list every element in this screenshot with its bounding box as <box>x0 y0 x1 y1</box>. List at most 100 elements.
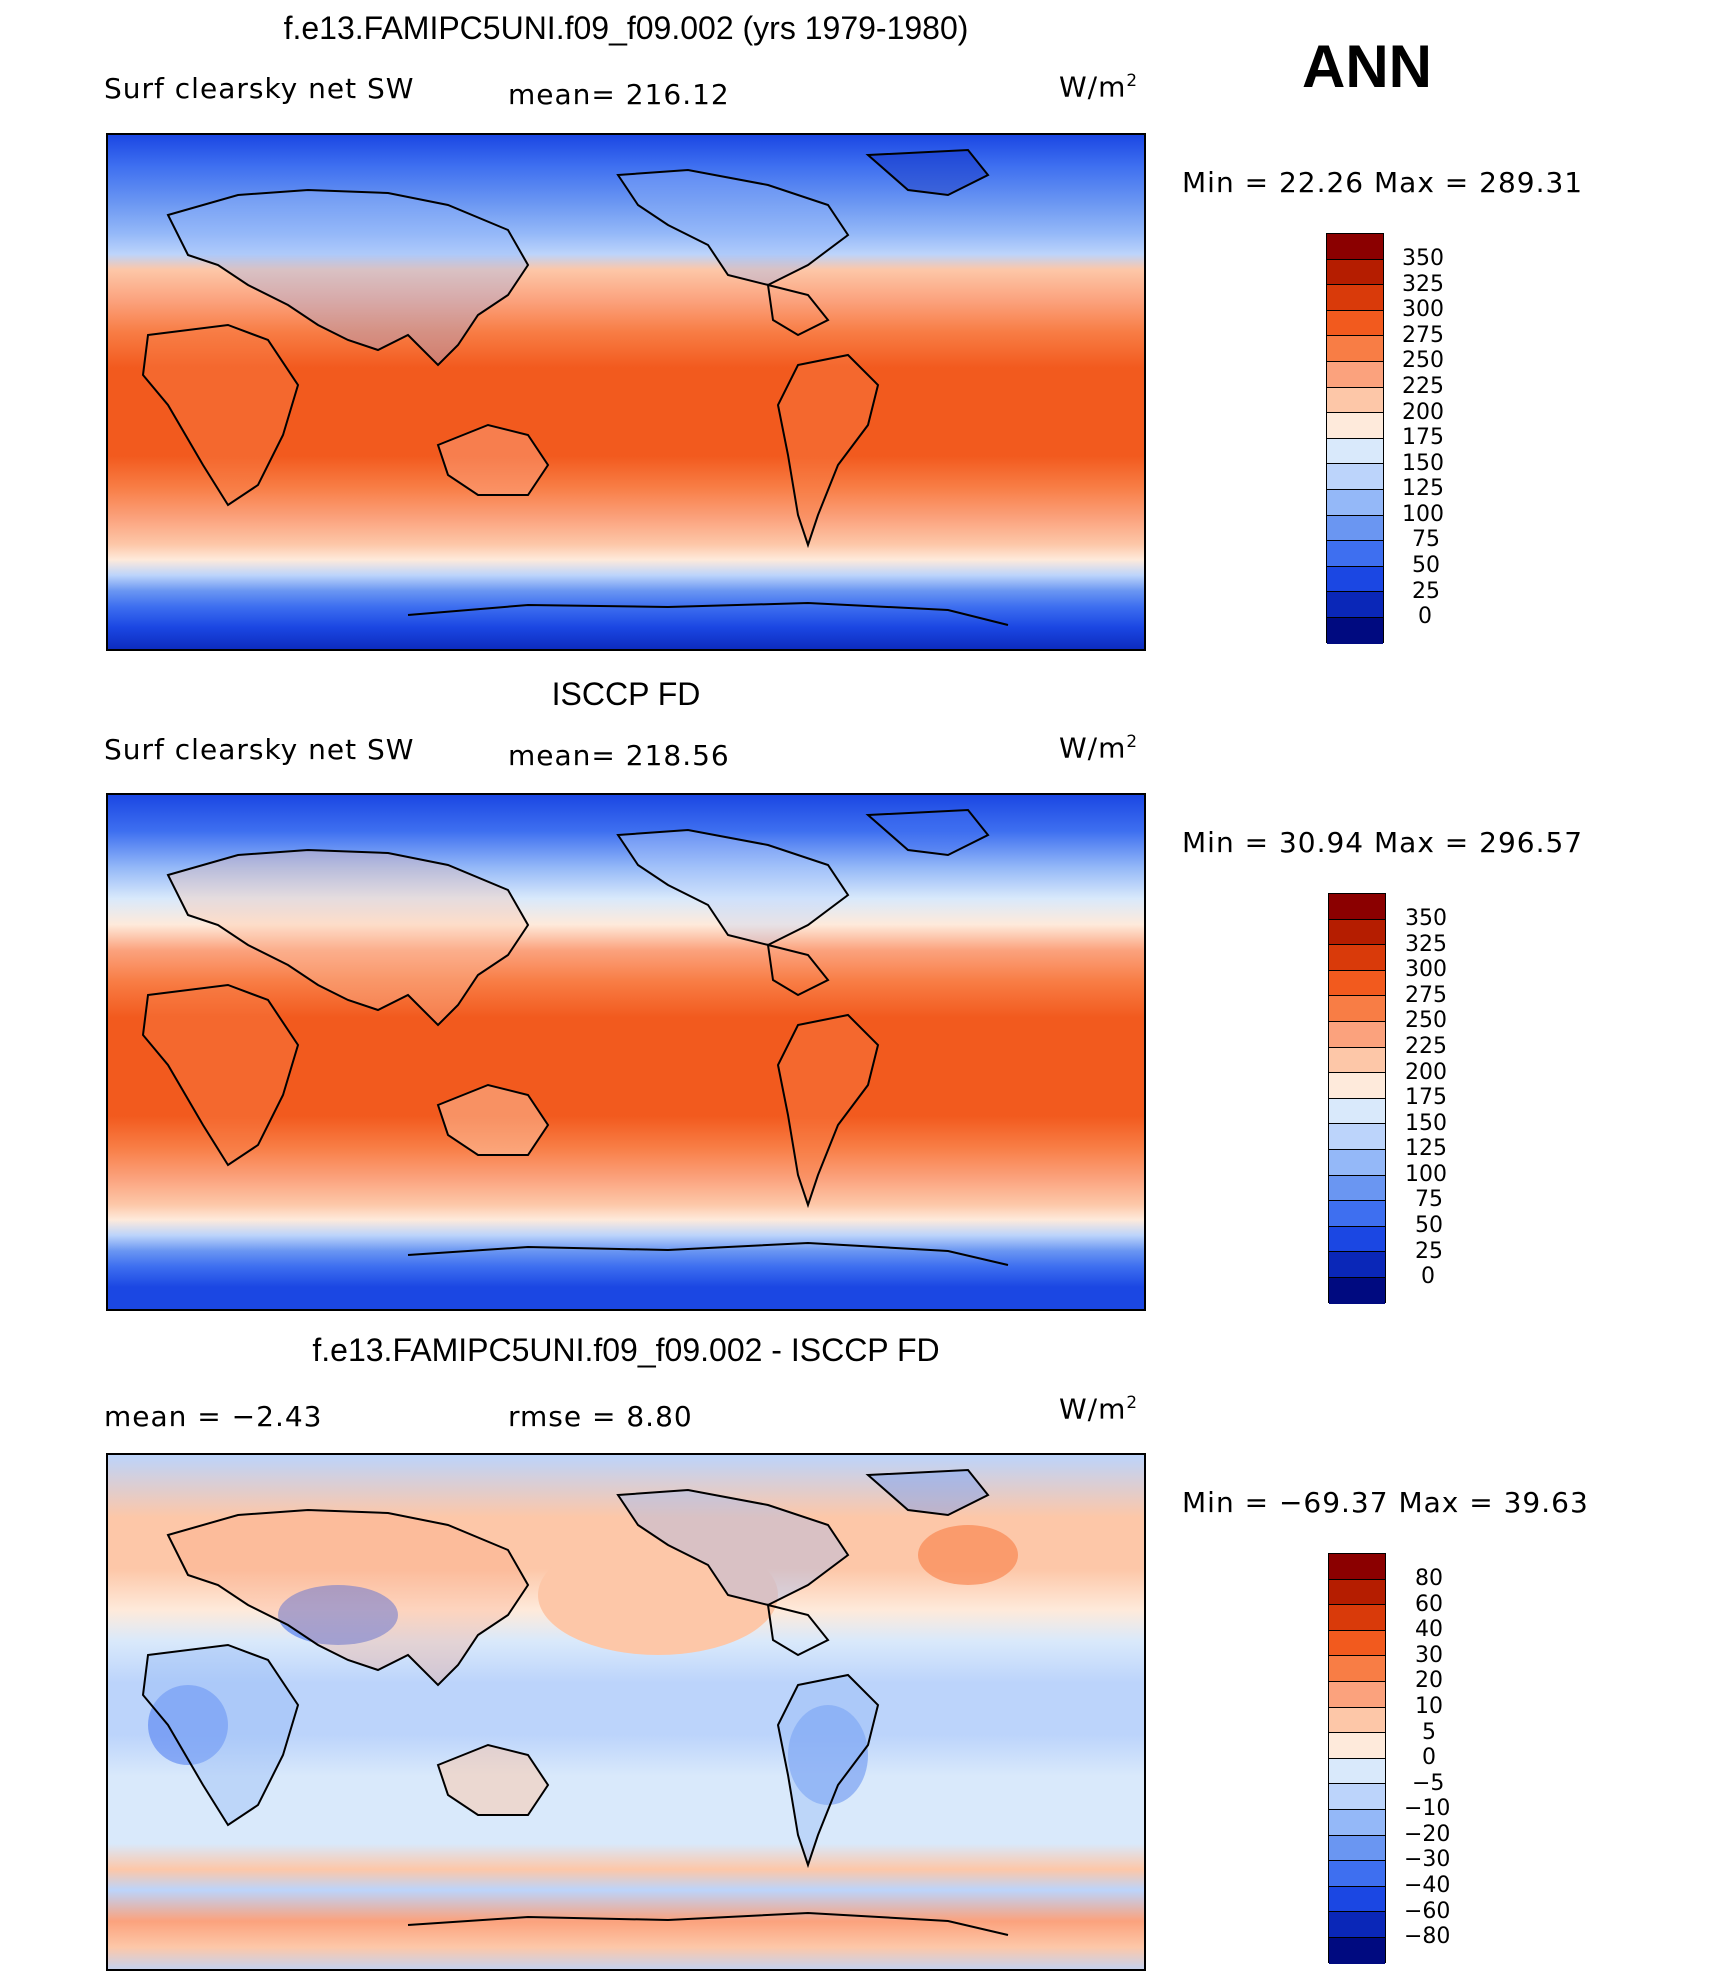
panel1-colorbar-swatch <box>1327 566 1383 593</box>
panel3-colorbar-swatch <box>1329 1630 1385 1657</box>
panel1-colorbar-swatch <box>1327 464 1383 490</box>
panel1-colorbar-swatch <box>1327 259 1383 286</box>
panel1-colorbar <box>1326 233 1384 644</box>
panel3-colorbar-swatch <box>1329 1605 1385 1631</box>
colorbar-tick-label: 25 <box>1412 579 1440 604</box>
panel1-colorbar-swatch <box>1327 361 1383 388</box>
colorbar-tick-label: 10 <box>1415 1694 1443 1719</box>
colorbar-tick-label: 325 <box>1402 272 1444 297</box>
colorbar-tick-label: 40 <box>1415 1617 1443 1642</box>
colorbar-tick-label: 125 <box>1402 476 1444 501</box>
panel3-units: W/m2 <box>1059 1392 1139 1426</box>
panel3-colorbar-swatch <box>1329 1579 1385 1606</box>
colorbar-tick-label: −80 <box>1404 1924 1451 1949</box>
panel3-colorbar-swatch <box>1329 1784 1385 1810</box>
colorbar-tick-label: 100 <box>1402 502 1444 527</box>
panel2-colorbar-swatch <box>1329 1277 1385 1304</box>
colorbar-tick-label: 80 <box>1415 1566 1443 1591</box>
panel3-anomaly-patches <box>148 1525 1018 1805</box>
panel3-mean-label: mean = −2.43 <box>104 1400 323 1433</box>
panel2-map-svg <box>108 795 1144 1309</box>
panel1-colorbar-swatch <box>1327 489 1383 516</box>
panel3-rmse-label: rmse = 8.80 <box>508 1400 693 1433</box>
colorbar-tick-label: 225 <box>1405 1034 1447 1059</box>
panel1-colorbar-swatch <box>1327 592 1383 618</box>
panel1-colorbar-swatch <box>1327 336 1383 362</box>
panel3-colorbar-swatch <box>1329 1758 1385 1785</box>
panel2-colorbar-swatch <box>1329 1124 1385 1150</box>
panel3-colorbar-swatch <box>1329 1835 1385 1862</box>
panel3-map-svg <box>108 1455 1144 1969</box>
panel2-map <box>106 793 1146 1311</box>
panel1-continents <box>141 148 1009 626</box>
panel1-colorbar-swatch <box>1327 541 1383 567</box>
colorbar-tick-label: 30 <box>1415 1643 1443 1668</box>
panel3-colorbar-swatch <box>1329 1861 1385 1887</box>
colorbar-tick-label: −10 <box>1404 1796 1451 1821</box>
colorbar-tick-label: 325 <box>1405 932 1447 957</box>
panel2-colorbar-swatch <box>1329 1098 1385 1125</box>
panel1-map <box>106 133 1146 651</box>
colorbar-tick-label: 0 <box>1421 1264 1435 1289</box>
panel1-title: f.e13.FAMIPC5UNI.f09_f09.002 (yrs 1979-1… <box>283 10 969 46</box>
panel2-colorbar-swatch <box>1329 919 1385 946</box>
panel3-colorbar-swatch <box>1329 1656 1385 1682</box>
panel2-continents <box>141 808 1009 1266</box>
colorbar-tick-label: 0 <box>1422 1745 1436 1770</box>
panel2-colorbar-swatch <box>1329 1149 1385 1176</box>
colorbar-tick-label: 175 <box>1402 425 1444 450</box>
colorbar-tick-label: 300 <box>1402 297 1444 322</box>
panel2-minmax: Min = 30.94 Max = 296.57 <box>1182 826 1584 859</box>
panel2-colorbar-swatch <box>1329 945 1385 971</box>
panel1-colorbar-swatch <box>1327 413 1383 439</box>
colorbar-tick-label: −20 <box>1404 1822 1451 1847</box>
panel2-colorbar <box>1328 893 1386 1304</box>
colorbar-tick-label: 250 <box>1405 1008 1447 1033</box>
panel2-mean-label: mean= 218.56 <box>508 739 730 772</box>
colorbar-tick-label: 60 <box>1415 1592 1443 1617</box>
colorbar-tick-label: 225 <box>1402 374 1444 399</box>
colorbar-tick-label: 300 <box>1405 957 1447 982</box>
colorbar-tick-label: −5 <box>1412 1771 1445 1796</box>
colorbar-tick-label: 50 <box>1415 1213 1443 1238</box>
colorbar-tick-label: 175 <box>1405 1085 1447 1110</box>
panel3-colorbar-swatch <box>1329 1733 1385 1759</box>
panel1-units: W/m2 <box>1059 70 1139 104</box>
panel1-colorbar-swatch <box>1327 310 1383 337</box>
colorbar-tick-label: 150 <box>1405 1111 1447 1136</box>
panel3-colorbar-swatch <box>1329 1809 1385 1836</box>
colorbar-tick-label: 75 <box>1412 527 1440 552</box>
panel3-title: f.e13.FAMIPC5UNI.f09_f09.002 - ISCCP FD <box>312 1332 940 1368</box>
panel2-units: W/m2 <box>1059 731 1139 765</box>
panel1-colorbar-swatch <box>1327 515 1383 542</box>
panel3-map <box>106 1453 1146 1971</box>
colorbar-tick-label: 275 <box>1402 323 1444 348</box>
colorbar-tick-label: 200 <box>1402 400 1444 425</box>
panel3-colorbar-swatch <box>1329 1937 1385 1964</box>
panel1-variable-label: Surf clearsky net SW <box>104 72 415 105</box>
colorbar-tick-label: 25 <box>1415 1239 1443 1264</box>
panel1-minmax: Min = 22.26 Max = 289.31 <box>1182 166 1584 199</box>
colorbar-tick-label: 20 <box>1415 1668 1443 1693</box>
panel2-colorbar-swatch <box>1329 894 1385 920</box>
panel3-colorbar-swatch <box>1329 1912 1385 1938</box>
panel2-colorbar-swatch <box>1329 1201 1385 1227</box>
panel3-colorbar-swatch <box>1329 1707 1385 1734</box>
colorbar-tick-label: 50 <box>1412 553 1440 578</box>
colorbar-tick-label: 0 <box>1418 604 1432 629</box>
panel3-minmax: Min = −69.37 Max = 39.63 <box>1182 1486 1589 1519</box>
panel3-continents <box>141 1468 1009 1936</box>
panel1-colorbar-swatch <box>1327 285 1383 311</box>
panel2-colorbar-swatch <box>1329 1175 1385 1202</box>
panel2-colorbar-swatch <box>1329 1047 1385 1074</box>
panel2-colorbar-swatch <box>1329 970 1385 997</box>
panel1-mean-label: mean= 216.12 <box>508 78 730 111</box>
panel3-colorbar-swatch <box>1329 1681 1385 1708</box>
panel1-colorbar-swatch <box>1327 387 1383 414</box>
colorbar-tick-label: 350 <box>1405 906 1447 931</box>
panel2-colorbar-swatch <box>1329 1226 1385 1253</box>
panel3-colorbar-swatch <box>1329 1886 1385 1913</box>
colorbar-tick-label: −30 <box>1404 1847 1451 1872</box>
panel1-colorbar-swatch <box>1327 438 1383 465</box>
colorbar-tick-label: 5 <box>1422 1720 1436 1745</box>
